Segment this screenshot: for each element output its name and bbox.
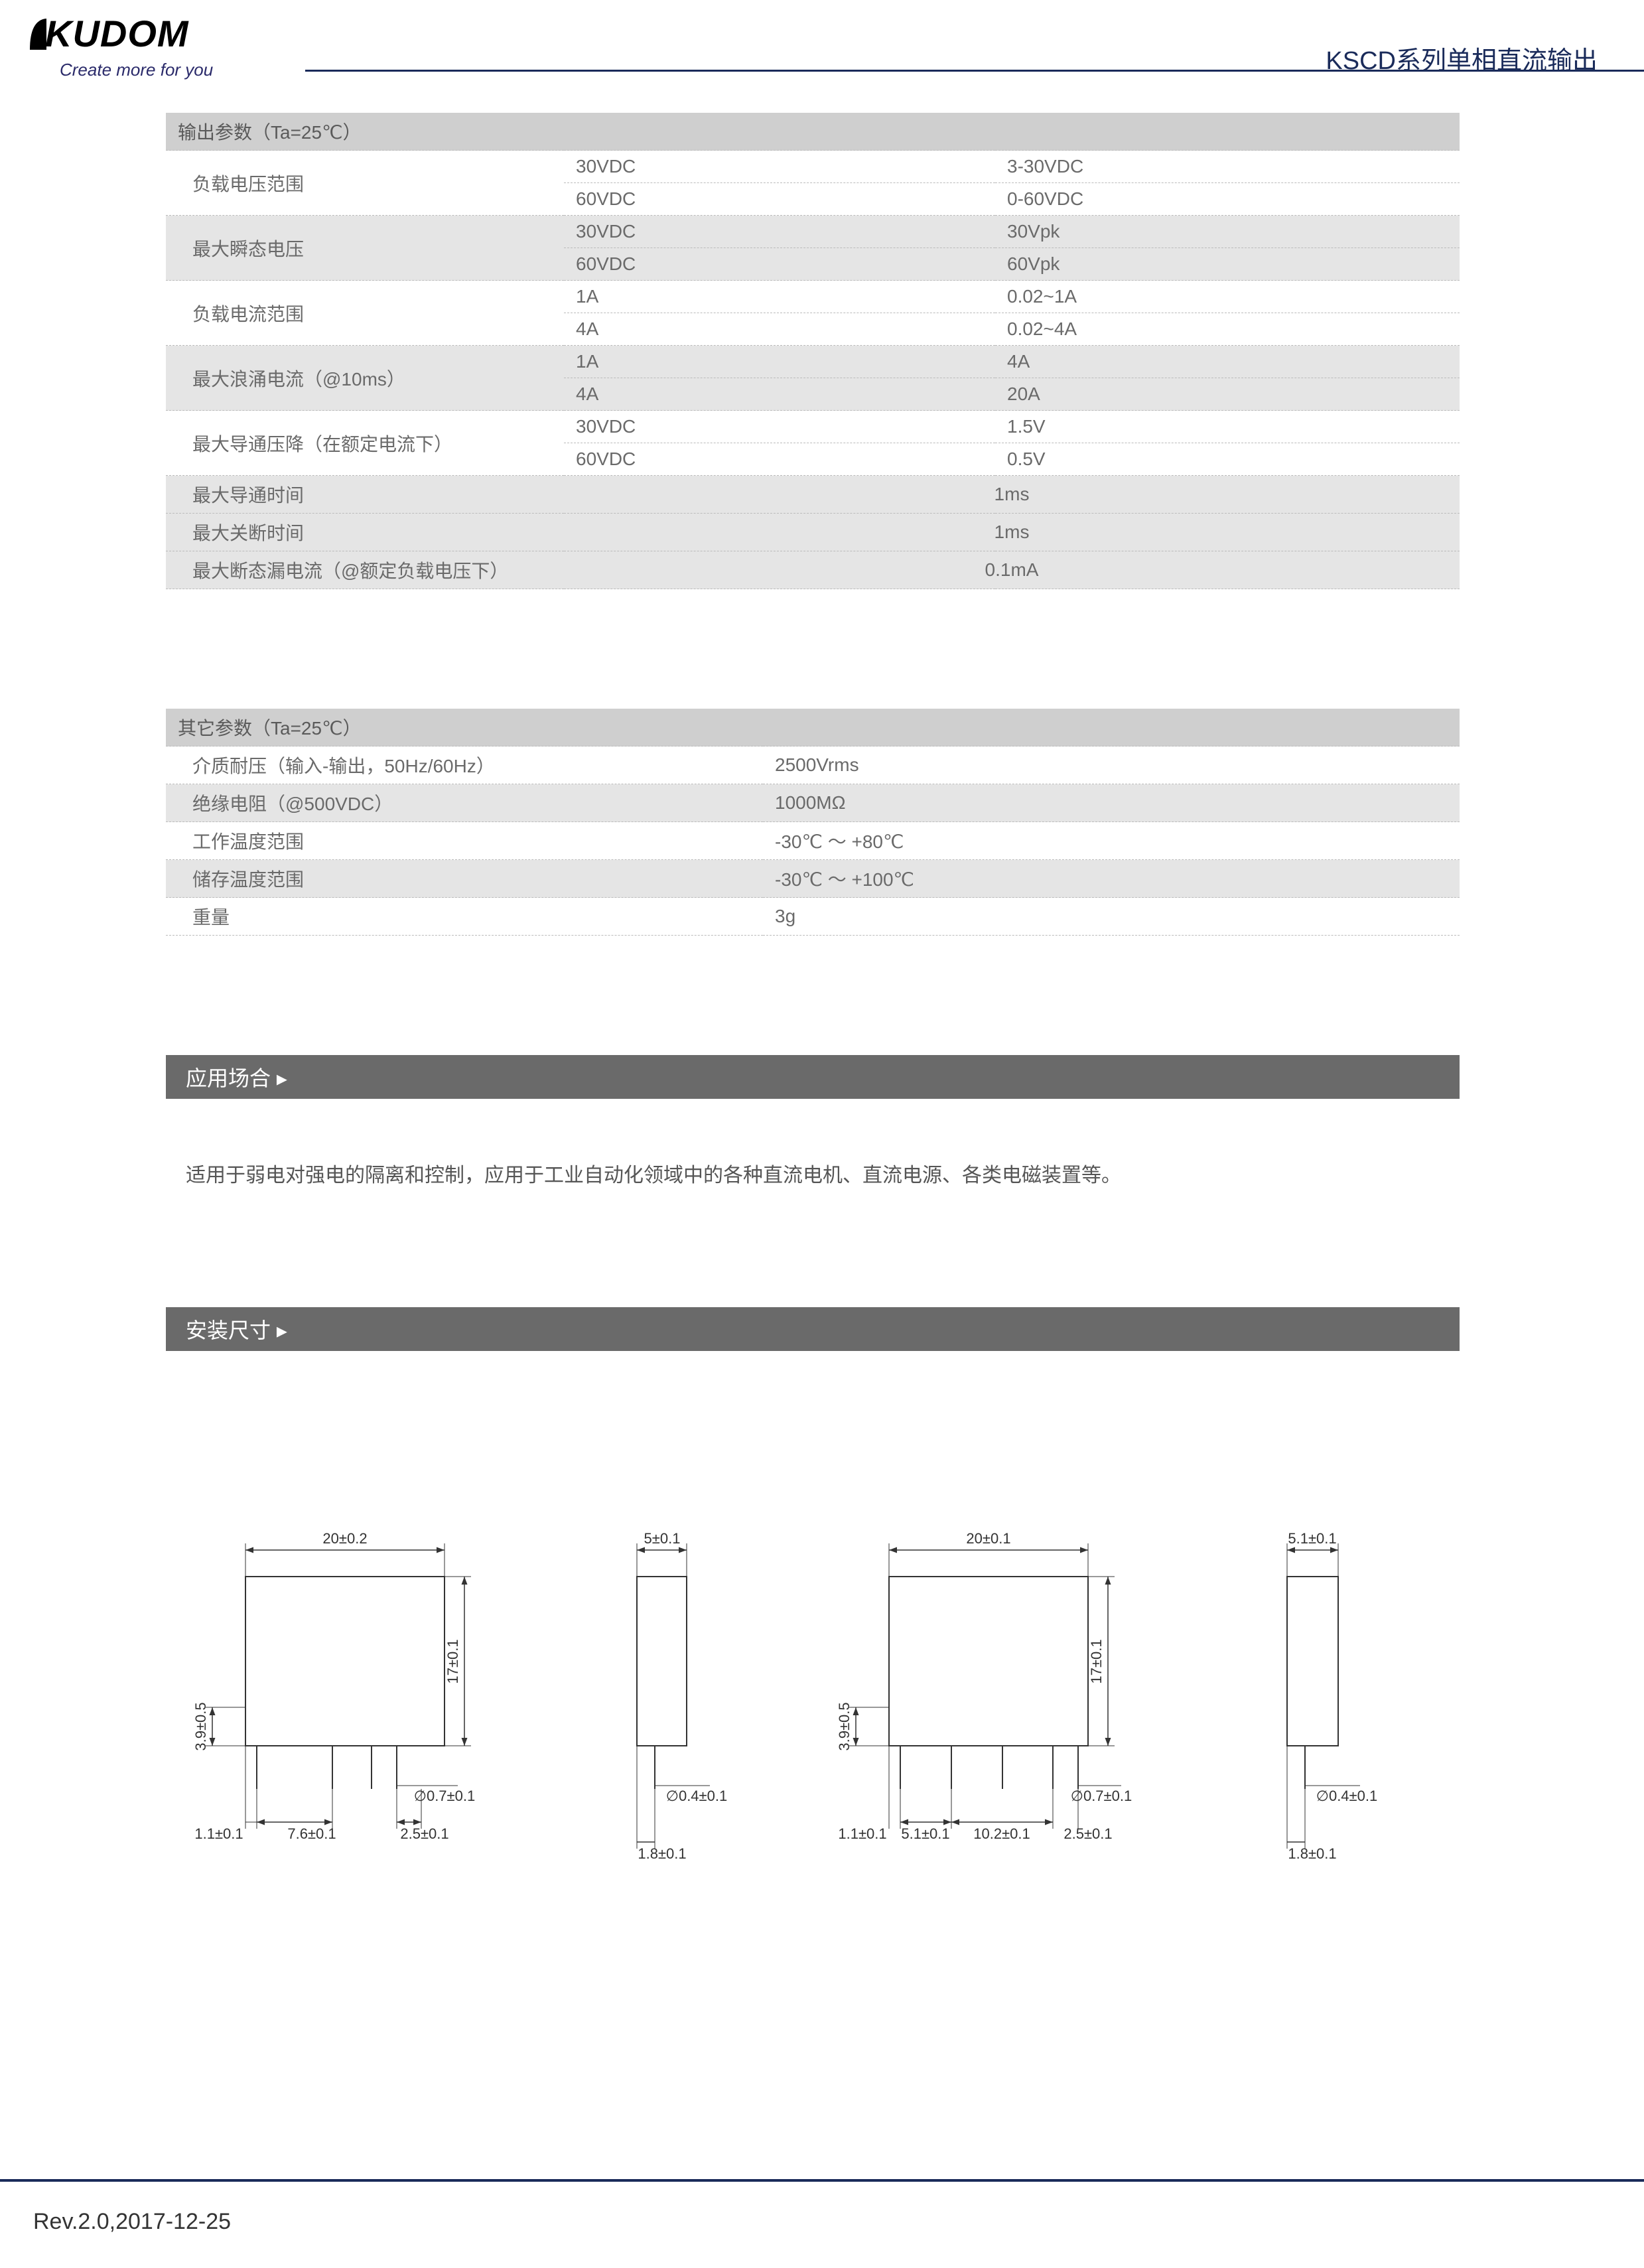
param-value: 3-30VDC [995,151,1460,183]
table-row: 绝缘电阻（@500VDC）1000MΩ [166,784,1460,822]
svg-text:KUDOM: KUDOM [45,13,189,54]
table-row: 重量3g [166,898,1460,936]
dim-label: 1.8±0.1 [1288,1845,1336,1862]
param-cond: 30VDC [564,151,995,183]
param-value: 0.5V [995,443,1460,476]
param-value: 30Vpk [995,216,1460,248]
dim-label: ∅0.7±0.1 [1071,1788,1132,1804]
param-value: 1000MΩ [763,784,1460,822]
param-label: 最大瞬态电压 [166,216,564,281]
param-value: 4A [995,346,1460,378]
dim-label: 5±0.1 [644,1530,681,1547]
param-label: 介质耐压（输入-输出，50Hz/60Hz） [166,746,763,784]
table-row: 介质耐压（输入-输出，50Hz/60Hz）2500Vrms [166,746,1460,784]
param-label: 负载电压范围 [166,151,564,216]
param-cond: 30VDC [564,411,995,443]
dim-label: 5.1±0.1 [1288,1530,1336,1547]
param-value: 3g [763,898,1460,936]
logo: KUDOM Create more for you [27,13,252,80]
param-label: 工作温度范围 [166,822,763,860]
table2-header: 其它参数（Ta=25℃） [166,709,1460,746]
dim-label: ∅0.7±0.1 [414,1788,475,1804]
dim-label: 20±0.2 [322,1530,367,1547]
dim-label: 1.1±0.1 [194,1825,243,1842]
table-row: 最大瞬态电压30VDC30Vpk [166,216,1460,248]
dim-label: 20±0.1 [966,1530,1010,1547]
param-cond: 30VDC [564,216,995,248]
param-value: 1ms [564,476,1460,514]
section-dimensions: 安装尺寸 ▸ [166,1307,1460,1351]
dim-label: 10.2±0.1 [973,1825,1030,1842]
table-row: 最大断态漏电流（@额定负载电压下）0.1mA [166,551,1460,589]
param-label: 绝缘电阻（@500VDC） [166,784,763,822]
dim-label: ∅0.4±0.1 [1316,1788,1377,1804]
param-label: 储存温度范围 [166,860,763,898]
param-value: 0.02~4A [995,313,1460,346]
param-cond: 1A [564,281,995,313]
param-value: 0.1mA [564,551,1460,589]
param-value: 1.5V [995,411,1460,443]
param-cond: 4A [564,378,995,411]
param-cond: 60VDC [564,248,995,281]
param-value: 1ms [564,514,1460,551]
dim-label: 7.6±0.1 [287,1825,336,1842]
param-cond: 4A [564,313,995,346]
footer-line [0,2179,1644,2182]
logo-text: KUDOM [27,13,252,65]
param-value: -30℃ ～ +80℃ [763,822,1460,860]
param-label: 最大断态漏电流（@额定负载电压下） [166,551,564,589]
param-cond: 60VDC [564,443,995,476]
table-row: 最大关断时间1ms [166,514,1460,551]
section-application: 应用场合 ▸ [166,1055,1460,1099]
dim-label: 5.1±0.1 [901,1825,949,1842]
dim-label: 2.5±0.1 [1063,1825,1112,1842]
footer-rev: Rev.2.0,2017-12-25 [33,2209,231,2235]
table-row: 最大导通压降（在额定电流下）30VDC1.5V [166,411,1460,443]
dim-label: 3.9±0.5 [192,1702,209,1750]
dim-label: 1.8±0.1 [638,1845,686,1862]
dim-label: 2.5±0.1 [400,1825,448,1842]
param-label: 最大导通压降（在额定电流下） [166,411,564,476]
param-value: -30℃ ～ +100℃ [763,860,1460,898]
param-label: 负载电流范围 [166,281,564,346]
table-row: 储存温度范围-30℃ ～ +100℃ [166,860,1460,898]
param-label: 最大关断时间 [166,514,564,551]
param-cond: 60VDC [564,183,995,216]
table-row: 最大浪涌电流（@10ms）1A4A [166,346,1460,378]
param-cond: 1A [564,346,995,378]
param-value: 0.02~1A [995,281,1460,313]
param-value: 2500Vrms [763,746,1460,784]
param-label: 最大浪涌电流（@10ms） [166,346,564,411]
dim-label: 1.1±0.1 [838,1825,886,1842]
table-row: 工作温度范围-30℃ ～ +80℃ [166,822,1460,860]
table-row: 最大导通时间1ms [166,476,1460,514]
table-row: 负载电流范围1A0.02~1A [166,281,1460,313]
param-value: 0-60VDC [995,183,1460,216]
param-label: 最大导通时间 [166,476,564,514]
dim-label: 3.9±0.5 [836,1702,853,1750]
header-title: KSCD系列单相直流输出 [1326,40,1598,76]
table1-header: 输出参数（Ta=25℃） [166,113,1460,151]
dim-label: 17±0.1 [1088,1639,1105,1683]
other-params-table: 其它参数（Ta=25℃） 介质耐压（输入-输出，50Hz/60Hz）2500Vr… [166,709,1460,936]
application-text: 适用于弱电对强电的隔离和控制，应用于工业自动化领域中的各种直流电机、直流电源、各… [166,1159,1460,1188]
dimension-drawings: 20±0.2 17±0.1 3.9±0.5 [166,1457,1460,1988]
output-params-table: 输出参数（Ta=25℃） 负载电压范围30VDC3-30VDC60VDC0-60… [166,113,1460,589]
table-row: 负载电压范围30VDC3-30VDC [166,151,1460,183]
dim-label: ∅0.4±0.1 [666,1788,727,1804]
param-value: 60Vpk [995,248,1460,281]
dim-label: 17±0.1 [445,1639,461,1683]
param-value: 20A [995,378,1460,411]
param-label: 重量 [166,898,763,936]
